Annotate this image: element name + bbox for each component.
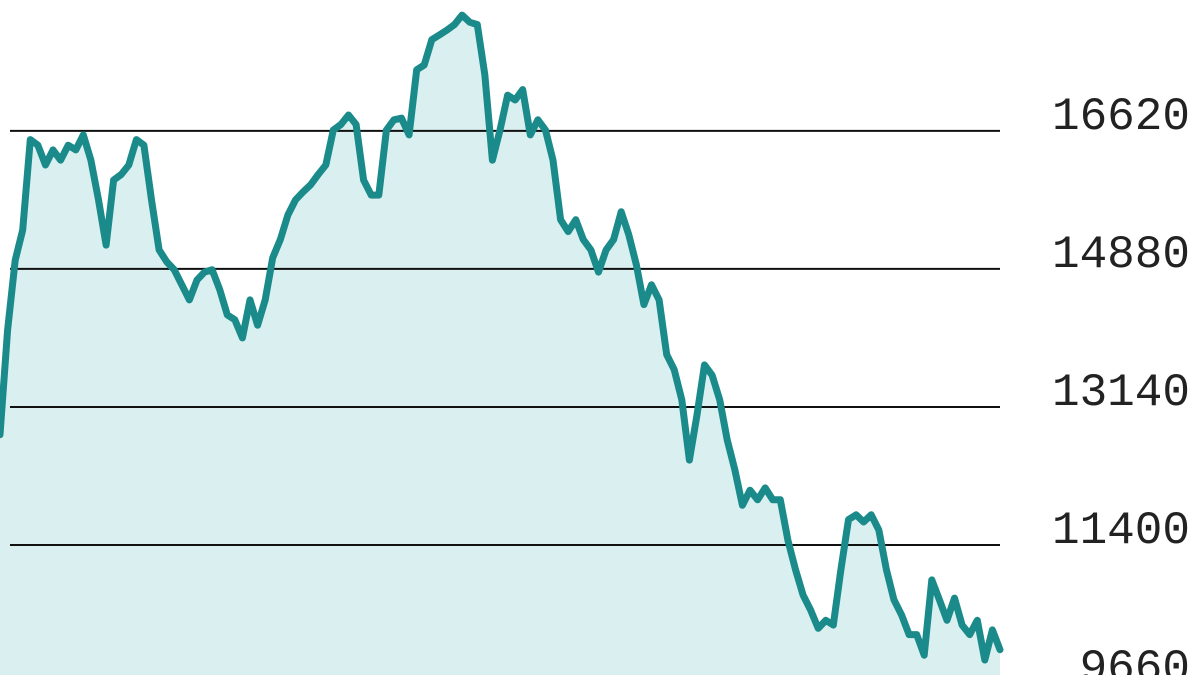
y-tick-label: 14880 — [1052, 229, 1190, 281]
y-tick-label: 16620 — [1052, 91, 1190, 143]
y-tick-label: 9660 — [1080, 643, 1190, 675]
y-tick-label: 11400 — [1052, 505, 1190, 557]
line — [0, 11, 1004, 664]
area-fill — [0, 15, 1000, 675]
y-tick-label: 13140 — [1052, 367, 1190, 419]
